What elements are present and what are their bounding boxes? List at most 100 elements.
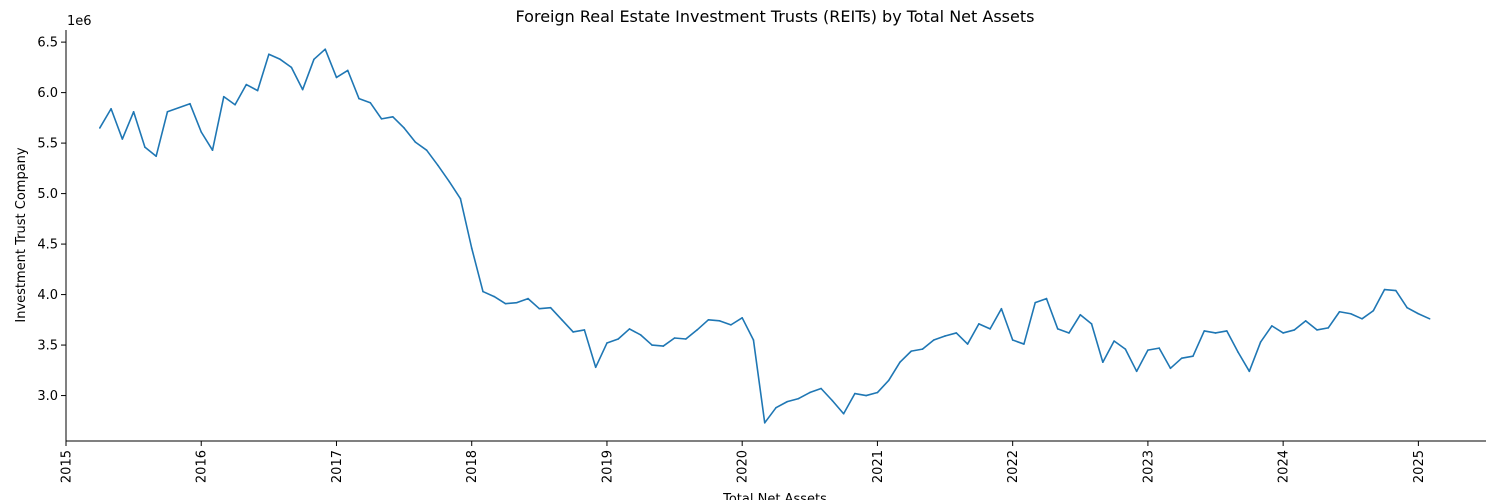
data-point (628, 328, 631, 330)
y-tick-label: 5.0 (37, 187, 58, 202)
data-point (1271, 325, 1273, 327)
y-axis-ticks: 3.0 3.5 4.0 4.5 5.0 5.5 6.0 6.5 (37, 36, 66, 404)
data-point (876, 391, 879, 394)
data-point (899, 361, 901, 364)
data-point (538, 307, 541, 310)
data-point (651, 344, 653, 346)
data-point (1090, 323, 1093, 325)
data-point (1011, 339, 1014, 341)
data-point (1214, 332, 1217, 334)
x-tick-label: 2024 (1277, 450, 1292, 483)
data-point (380, 118, 383, 120)
data-point (211, 149, 214, 151)
data-point (583, 329, 586, 331)
data-point (809, 391, 811, 394)
data-point (1180, 357, 1183, 359)
series-line (99, 48, 1430, 424)
data-point (155, 155, 157, 158)
data-point (369, 101, 372, 104)
data-point (696, 329, 698, 331)
y-tick-label: 3.5 (37, 339, 58, 354)
data-point (932, 339, 935, 341)
data-point (707, 319, 710, 321)
data-point (1023, 343, 1025, 345)
data-point (685, 338, 687, 340)
x-tick-label: 2019 (600, 450, 615, 483)
x-tick-label: 2020 (736, 450, 751, 483)
data-point (1327, 327, 1330, 329)
data-point (978, 323, 980, 325)
data-point (1192, 355, 1194, 357)
y-tick-label: 3.0 (37, 389, 58, 404)
data-point (313, 58, 315, 61)
data-point (1361, 318, 1363, 320)
data-point (1135, 370, 1138, 373)
data-point (358, 97, 360, 100)
y-tick-label: 5.5 (37, 137, 58, 152)
data-point (842, 412, 845, 415)
data-point (966, 343, 969, 345)
data-point (335, 76, 338, 79)
data-point (1034, 301, 1037, 304)
data-point (268, 53, 270, 56)
data-point (144, 146, 146, 148)
data-point (121, 138, 124, 140)
data-point (1316, 329, 1318, 331)
data-point (1147, 349, 1149, 351)
series-line-group (99, 48, 1431, 424)
data-point (515, 301, 518, 304)
data-point (1045, 297, 1048, 300)
data-point (955, 332, 958, 334)
data-point (1225, 330, 1228, 332)
y-tick-label: 6.5 (37, 36, 58, 51)
data-point (752, 339, 755, 341)
data-point (256, 89, 259, 92)
data-point (1417, 312, 1420, 315)
data-point (1237, 351, 1239, 353)
data-point (1383, 288, 1386, 291)
data-point (437, 164, 439, 167)
data-point (797, 397, 800, 400)
data-point (189, 102, 191, 105)
x-axis-label: Total Net Assets (722, 492, 827, 500)
data-point (1000, 307, 1003, 310)
data-point (99, 127, 101, 129)
data-point (887, 379, 890, 382)
data-point (730, 324, 732, 326)
data-point (392, 116, 394, 118)
data-point (639, 334, 642, 336)
data-point (222, 95, 225, 98)
x-tick-label: 2015 (60, 450, 75, 483)
data-point (504, 302, 507, 305)
data-point (1338, 310, 1341, 313)
x-tick-label: 2025 (1412, 450, 1427, 483)
data-point (177, 106, 180, 109)
data-point (1102, 361, 1104, 364)
data-point (617, 338, 620, 340)
data-point (989, 328, 991, 330)
x-tick-label: 2018 (465, 450, 480, 483)
data-point (1079, 313, 1082, 316)
data-point (1406, 306, 1408, 309)
y-tick-label: 4.5 (37, 238, 58, 253)
data-point (110, 107, 112, 110)
data-point (606, 342, 608, 344)
data-point (854, 392, 856, 395)
data-point (1395, 289, 1397, 292)
x-tick-label: 2021 (871, 450, 886, 483)
y-axis-label: Investment Trust Company (14, 147, 29, 323)
data-point (493, 295, 496, 298)
data-point (572, 331, 574, 333)
data-point (279, 58, 281, 61)
data-point (820, 387, 822, 390)
data-point (775, 406, 777, 409)
data-point (865, 394, 867, 397)
data-point (741, 317, 743, 319)
data-point (132, 111, 135, 113)
data-point (1372, 309, 1375, 312)
data-point (1169, 367, 1172, 370)
data-point (549, 306, 552, 309)
data-point (1304, 320, 1307, 322)
y-tick-label: 4.0 (37, 288, 58, 303)
